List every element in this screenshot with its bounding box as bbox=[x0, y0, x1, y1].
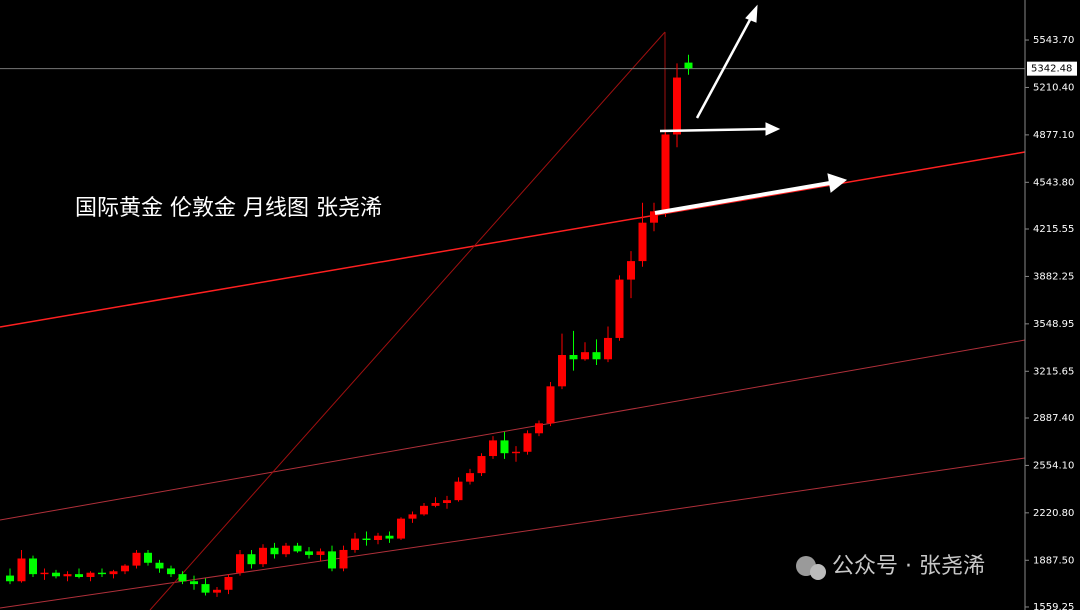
candle-body bbox=[443, 500, 451, 503]
candle-body bbox=[489, 440, 497, 457]
trend-line bbox=[0, 339, 1026, 521]
trend-line bbox=[0, 151, 1026, 328]
watermark-text: 公众号 · 张尧浠 bbox=[832, 554, 985, 579]
wechat-icon bbox=[810, 564, 826, 580]
y-tick-label: 5210.40 bbox=[1033, 82, 1074, 93]
candle-body bbox=[454, 481, 463, 501]
candle-body bbox=[385, 535, 394, 539]
candle-body bbox=[213, 589, 221, 593]
candle-body bbox=[29, 558, 37, 575]
candle-body bbox=[52, 572, 60, 577]
candle-body bbox=[569, 355, 578, 360]
y-tick-label: 3548.95 bbox=[1033, 319, 1074, 330]
candle-body bbox=[17, 558, 26, 582]
plot-area bbox=[0, 54, 1025, 597]
candle-body bbox=[420, 505, 428, 515]
candle-body bbox=[466, 473, 474, 482]
candle-body bbox=[63, 574, 72, 577]
arrow bbox=[654, 181, 831, 215]
candle-body bbox=[144, 552, 152, 563]
candle-body bbox=[293, 545, 302, 552]
trend-line bbox=[0, 457, 1026, 609]
candle-body bbox=[132, 552, 141, 566]
arrow bbox=[695, 15, 754, 119]
candle-body bbox=[86, 572, 95, 577]
y-tick-label: 4877.10 bbox=[1033, 130, 1074, 141]
candle-body bbox=[535, 423, 543, 434]
arrow-head bbox=[827, 173, 848, 193]
candle-body bbox=[431, 502, 440, 506]
candle-body bbox=[316, 551, 325, 555]
candle-body bbox=[6, 575, 14, 582]
candle-body bbox=[615, 279, 624, 338]
arrow bbox=[659, 127, 769, 133]
y-tick-label: 4543.80 bbox=[1033, 177, 1074, 188]
candle-body bbox=[604, 337, 612, 360]
candle-body bbox=[673, 77, 681, 135]
candle-body bbox=[282, 545, 290, 555]
y-tick-label: 3882.25 bbox=[1033, 271, 1074, 282]
candle-body bbox=[339, 549, 348, 569]
candle-body bbox=[512, 451, 520, 454]
candle-body bbox=[650, 211, 658, 223]
candle-body bbox=[592, 352, 601, 360]
chart-title: 国际黄金 伦敦金 月线图 张尧浠 bbox=[75, 196, 382, 221]
y-tick-label: 2554.10 bbox=[1033, 460, 1074, 471]
candle-body bbox=[374, 535, 382, 540]
candle-body bbox=[362, 538, 371, 540]
candle-body bbox=[201, 584, 210, 593]
arrow-head bbox=[765, 122, 781, 136]
fan-line bbox=[149, 31, 666, 610]
candle-body bbox=[259, 547, 267, 565]
candle-body bbox=[167, 568, 175, 575]
candle-body bbox=[40, 572, 49, 575]
candle-body bbox=[581, 352, 589, 360]
candle-body bbox=[408, 514, 417, 519]
candle-body bbox=[638, 222, 647, 262]
candle-body bbox=[98, 572, 106, 575]
price-label-box bbox=[1027, 61, 1077, 76]
candle-body bbox=[477, 456, 486, 474]
arrows bbox=[654, 4, 848, 215]
watermark: 公众号 · 张尧浠 bbox=[796, 554, 985, 580]
candle-body bbox=[523, 433, 532, 452]
candle-body bbox=[121, 565, 129, 572]
candle-body bbox=[500, 440, 509, 454]
candle-body bbox=[236, 554, 244, 573]
candle-body bbox=[178, 574, 187, 582]
candle-body bbox=[558, 355, 566, 387]
y-tick-label: 2220.80 bbox=[1033, 508, 1074, 519]
y-tick-label: 5543.70 bbox=[1033, 35, 1074, 46]
y-tick-label: 2887.40 bbox=[1033, 413, 1074, 424]
candle-body bbox=[627, 261, 635, 280]
candle-body bbox=[546, 386, 555, 424]
candle-body bbox=[351, 538, 359, 550]
candle-body bbox=[328, 551, 336, 569]
y-tick-label: 1559.25 bbox=[1033, 602, 1074, 610]
y-tick-label: 3215.65 bbox=[1033, 366, 1074, 377]
y-tick-label: 4215.55 bbox=[1033, 224, 1074, 235]
candle-body bbox=[397, 518, 405, 539]
y-tick-label: 1887.50 bbox=[1033, 555, 1074, 566]
candle-body bbox=[661, 134, 670, 212]
candle-body bbox=[190, 581, 198, 585]
candle-body bbox=[75, 574, 83, 577]
candle-body bbox=[684, 62, 693, 69]
candle-body bbox=[247, 554, 256, 565]
arrow-head bbox=[745, 4, 758, 23]
candle-body bbox=[305, 551, 313, 555]
candle-body bbox=[109, 571, 118, 575]
candle-body bbox=[270, 547, 279, 555]
candle-body bbox=[224, 576, 233, 590]
candle-body bbox=[155, 562, 164, 569]
price-label: 5342.48 bbox=[1031, 64, 1072, 75]
